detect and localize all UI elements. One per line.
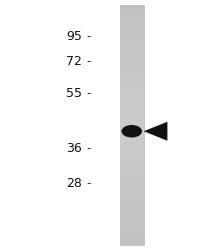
- Bar: [120, 13, 144, 17]
- Bar: [120, 101, 144, 105]
- Bar: [120, 93, 144, 97]
- Text: -: -: [83, 87, 92, 100]
- Bar: [120, 105, 144, 109]
- Bar: [120, 37, 144, 41]
- Bar: [120, 205, 144, 209]
- Bar: [120, 41, 144, 45]
- Bar: [120, 53, 144, 57]
- Bar: [120, 233, 144, 237]
- Bar: [120, 61, 144, 65]
- Text: 72: 72: [66, 55, 82, 68]
- Bar: [120, 145, 144, 149]
- Bar: [120, 185, 144, 189]
- Bar: [120, 125, 144, 129]
- Bar: [120, 85, 144, 89]
- Bar: [120, 89, 144, 93]
- Bar: [120, 65, 144, 69]
- Bar: [120, 237, 144, 241]
- Bar: [120, 21, 144, 25]
- Bar: [120, 209, 144, 213]
- Bar: [120, 109, 144, 113]
- Bar: [120, 229, 144, 233]
- Bar: [120, 129, 144, 133]
- Bar: [120, 137, 144, 141]
- Bar: [120, 241, 144, 245]
- Bar: [120, 5, 144, 9]
- Bar: [120, 177, 144, 181]
- Text: -: -: [83, 177, 92, 190]
- Bar: [120, 133, 144, 137]
- Polygon shape: [144, 122, 167, 141]
- Bar: [120, 221, 144, 225]
- Ellipse shape: [121, 125, 142, 138]
- Bar: [120, 157, 144, 161]
- Bar: [120, 81, 144, 85]
- Bar: [120, 141, 144, 145]
- Text: 55: 55: [66, 87, 82, 100]
- Bar: [120, 149, 144, 153]
- Text: 28: 28: [66, 177, 82, 190]
- Bar: [120, 113, 144, 117]
- Bar: [120, 57, 144, 61]
- Bar: [120, 77, 144, 81]
- Bar: [120, 33, 144, 37]
- Bar: [120, 9, 144, 13]
- Text: 95: 95: [66, 30, 82, 43]
- Bar: [120, 45, 144, 49]
- Text: -: -: [83, 30, 92, 43]
- Bar: [120, 69, 144, 73]
- Bar: [120, 217, 144, 221]
- Bar: [120, 97, 144, 101]
- Bar: [120, 165, 144, 169]
- Bar: [120, 73, 144, 77]
- Bar: [120, 25, 144, 29]
- Bar: [120, 201, 144, 205]
- Bar: [120, 153, 144, 157]
- Bar: [120, 173, 144, 177]
- Bar: [120, 121, 144, 125]
- Bar: [120, 213, 144, 217]
- Bar: [120, 181, 144, 185]
- Bar: [120, 189, 144, 193]
- Text: 36: 36: [66, 142, 82, 155]
- Bar: [120, 117, 144, 121]
- Bar: [120, 5, 144, 245]
- Bar: [120, 193, 144, 197]
- Bar: [120, 225, 144, 229]
- Bar: [120, 197, 144, 201]
- Bar: [120, 29, 144, 33]
- Text: -: -: [83, 142, 92, 155]
- Bar: [120, 169, 144, 173]
- Bar: [120, 161, 144, 165]
- Bar: [120, 17, 144, 21]
- Bar: [120, 49, 144, 53]
- Text: -: -: [83, 55, 92, 68]
